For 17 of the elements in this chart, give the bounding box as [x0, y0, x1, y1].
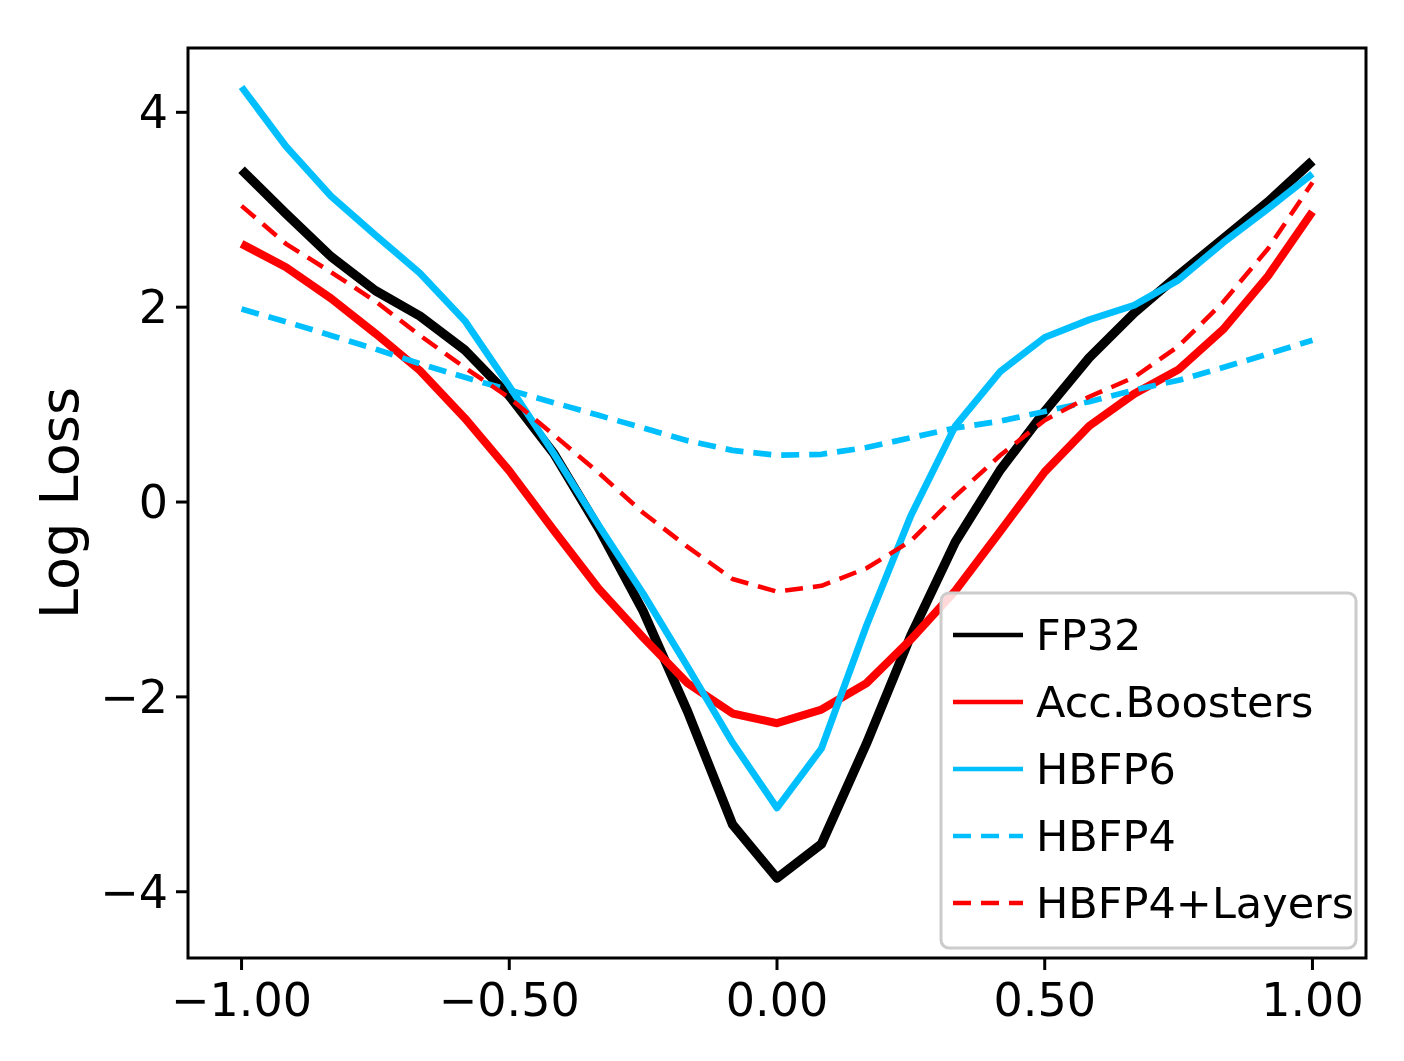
- legend-label: FP32: [1036, 610, 1142, 661]
- y-tick-label: 2: [138, 280, 168, 335]
- legend-label: Acc.Boosters: [1036, 677, 1314, 728]
- x-tick-label: 0.00: [725, 973, 829, 1027]
- x-tick-label: 0.50: [993, 973, 1096, 1027]
- y-axis-title: Log Loss: [28, 386, 91, 620]
- x-tick-label: 1.00: [1261, 973, 1364, 1027]
- y-tick-label: −2: [100, 669, 168, 724]
- legend-label: HBFP4: [1036, 811, 1176, 862]
- y-tick-label: 4: [138, 85, 168, 140]
- legend-label: HBFP4+Layers: [1036, 878, 1355, 929]
- x-tick-label: −1.00: [171, 973, 313, 1027]
- y-tick-label: −4: [100, 864, 168, 919]
- line-series: [239, 180, 1315, 594]
- y-tick-label: 0: [138, 475, 168, 530]
- x-tick-label: −0.50: [438, 973, 580, 1027]
- legend-label: HBFP6: [1036, 744, 1176, 795]
